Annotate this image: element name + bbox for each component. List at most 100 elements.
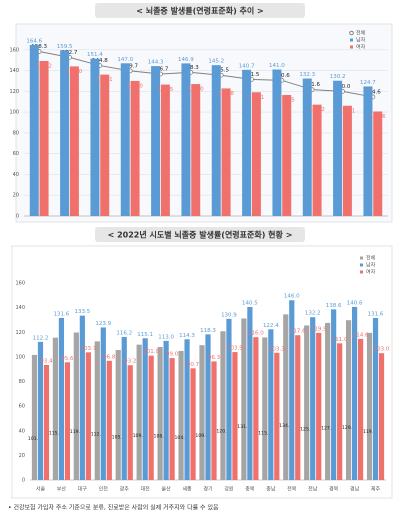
value-label: 114.6 (365, 89, 381, 95)
value-label: 96.8 (103, 354, 116, 360)
x-tick-label: 경북 (329, 486, 339, 493)
bar (283, 314, 289, 480)
bar (151, 66, 161, 216)
value-label: 118.3 (200, 328, 216, 334)
bar (373, 111, 383, 216)
value-label: 112.2 (33, 335, 49, 341)
value-label: 127.6 (321, 426, 334, 432)
x-tick-label: 전북 (287, 486, 297, 493)
bar (302, 78, 312, 217)
bar (169, 358, 175, 480)
bar (115, 349, 121, 480)
value-label: 112.6 (91, 432, 104, 438)
bar (232, 352, 238, 480)
bar (178, 350, 184, 480)
bar (211, 361, 217, 480)
bar (242, 69, 252, 216)
value-label: 95.6 (61, 356, 74, 362)
bar (100, 327, 106, 480)
bar (58, 317, 65, 480)
value-label: 133.5 (74, 309, 90, 315)
y-tick-label: 60 (13, 151, 19, 157)
bar (304, 325, 310, 480)
bar (94, 341, 100, 480)
bar (130, 80, 140, 216)
value-label: 130.2 (330, 74, 346, 80)
value-label: 122.8 (218, 91, 234, 97)
value-label: 125.5 (300, 427, 313, 433)
value-label: 115.8 (258, 430, 271, 436)
x-tick-label: 경남 (350, 486, 360, 493)
title-box (95, 3, 305, 18)
value-label: 115.6 (49, 431, 62, 437)
value-label: 132.2 (305, 311, 321, 317)
value-label: 134.5 (279, 423, 292, 429)
value-label: 164.6 (26, 38, 42, 44)
bar (184, 339, 190, 480)
value-label: 144.0 (67, 69, 83, 75)
value-label: 158.3 (31, 44, 47, 50)
value-label: 119.5 (311, 326, 327, 332)
value-label: 131.6 (54, 311, 70, 317)
value-label: 106.1 (340, 108, 356, 114)
legend-label: 전체 (366, 255, 376, 262)
bar (247, 307, 253, 480)
value-label: 114.3 (179, 333, 195, 339)
value-label: 124.7 (360, 80, 376, 86)
bar (190, 368, 196, 480)
x-tick-label: 광주 (120, 486, 130, 493)
bar (160, 84, 170, 216)
y-tick-label: 0 (22, 478, 25, 484)
bar (282, 94, 292, 216)
value-label: 141.0 (269, 63, 285, 69)
legend-label: 여자 (366, 269, 376, 276)
bar (226, 318, 232, 480)
bar (312, 104, 322, 216)
bar (372, 317, 379, 480)
legend-label: 남자 (366, 262, 376, 269)
bar (205, 334, 211, 480)
value-label: 135.5 (213, 68, 229, 74)
x-tick-label: 대구 (78, 486, 88, 493)
value-label: 101.6 (28, 436, 41, 442)
value-label: 131.6 (368, 311, 384, 317)
bar (136, 344, 142, 480)
value-label: 116.0 (248, 331, 264, 337)
legend-label: 여자 (356, 44, 366, 51)
bar (345, 320, 352, 480)
value-label: 159.5 (57, 44, 73, 50)
bar (31, 354, 38, 480)
value-label: 140.5 (242, 301, 258, 307)
bar (121, 336, 127, 480)
bar (69, 66, 79, 217)
y-tick-label: 20 (19, 453, 25, 459)
bar (43, 365, 50, 480)
bar (37, 341, 44, 480)
x-tick-label: 경기 (203, 486, 212, 493)
value-label: 108.0 (154, 434, 167, 440)
chart-title: < 뇌졸중 발생률(연령표준화) 추이 > (136, 6, 264, 16)
bar (253, 337, 259, 480)
x-tick-label: 서울 (36, 486, 46, 493)
bar (211, 65, 221, 216)
bar (106, 360, 112, 480)
legend-swatch (360, 263, 363, 267)
value-label: 101.0 (143, 349, 159, 355)
value-label: 119.1 (249, 95, 265, 101)
value-label: 105.6 (112, 435, 125, 441)
y-tick-label: 160 (9, 47, 19, 53)
bar (157, 347, 163, 480)
value-label: 103.0 (374, 347, 390, 353)
value-label: 146.0 (284, 294, 300, 300)
value-label: 109.5 (195, 433, 208, 439)
legend-swatch (350, 38, 353, 42)
y-tick-label: 40 (13, 172, 19, 178)
bar (64, 362, 71, 480)
value-label: 140.6 (347, 300, 363, 306)
value-label: 99.0 (166, 352, 179, 358)
bar (241, 318, 247, 480)
value-label: 126.5 (158, 87, 174, 93)
value-label: 138.3 (183, 65, 199, 71)
legend-label: 남자 (356, 37, 366, 44)
